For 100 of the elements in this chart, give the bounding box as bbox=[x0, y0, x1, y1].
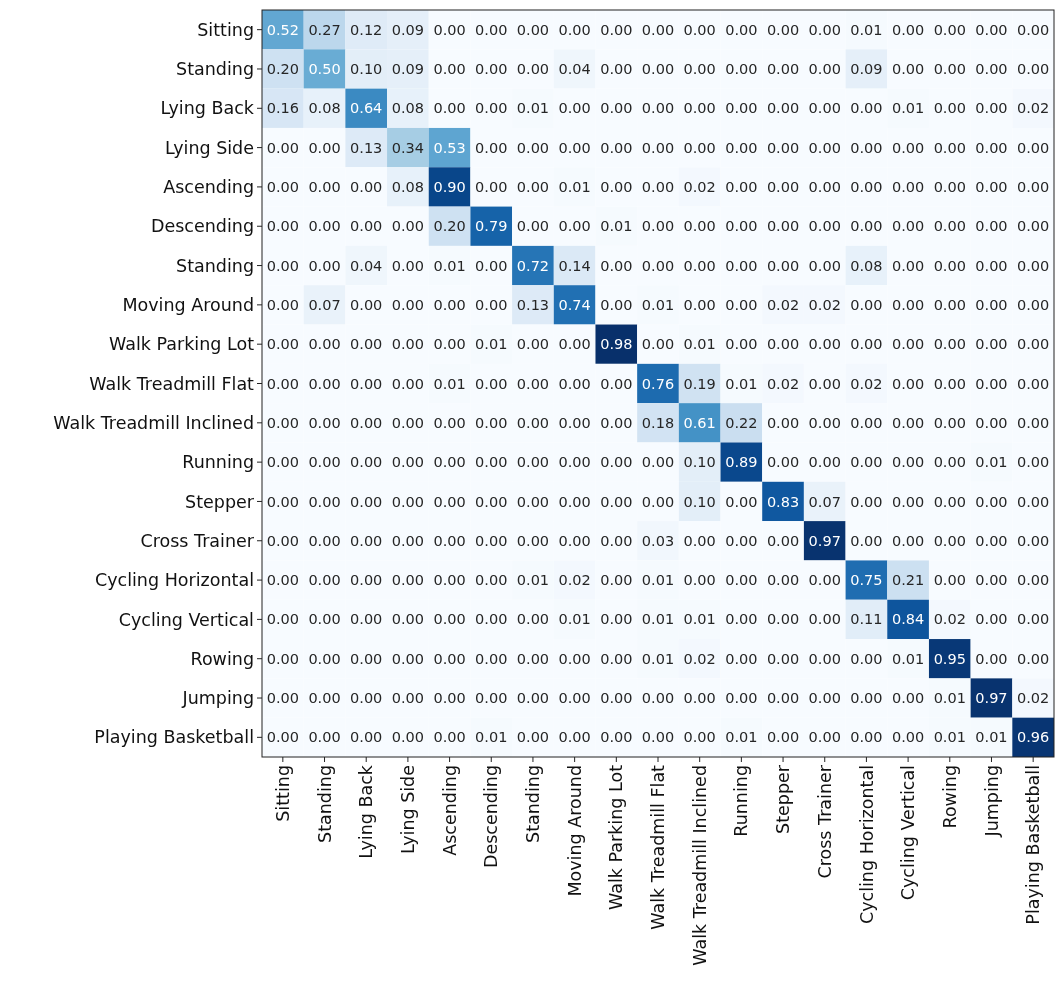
data-label: 0.00 bbox=[1017, 21, 1050, 38]
data-label: 0.01 bbox=[600, 218, 633, 235]
data-label: 0.00 bbox=[516, 21, 550, 38]
data-label: 0.00 bbox=[891, 375, 925, 392]
data-label: 0.00 bbox=[891, 414, 925, 431]
x-tick-label: Ascending bbox=[439, 765, 460, 856]
x-tick-label: Standing bbox=[314, 765, 335, 843]
data-label: 0.61 bbox=[683, 414, 716, 431]
data-label: 0.00 bbox=[350, 572, 383, 589]
data-label: 0.00 bbox=[558, 336, 591, 353]
data-label: 0.02 bbox=[683, 650, 716, 667]
data-label: 0.00 bbox=[641, 493, 675, 510]
data-label: 0.97 bbox=[975, 690, 1008, 707]
data-label: 0.01 bbox=[641, 611, 675, 628]
data-label: 0.00 bbox=[600, 21, 633, 38]
data-label: 0.00 bbox=[725, 611, 758, 628]
data-label: 0.00 bbox=[516, 179, 550, 195]
y-tick-label: Ascending bbox=[163, 177, 254, 198]
data-label: 0.00 bbox=[350, 729, 383, 746]
y-tick-label: Standing bbox=[176, 255, 254, 276]
data-label: 0.02 bbox=[683, 179, 716, 195]
data-label: 0.00 bbox=[558, 690, 591, 707]
data-label: 0.08 bbox=[850, 257, 883, 274]
data-label: 0.00 bbox=[475, 650, 508, 667]
data-label: 0.00 bbox=[308, 650, 341, 667]
data-label: 0.00 bbox=[350, 218, 383, 235]
data-label: 0.01 bbox=[516, 572, 550, 589]
data-label: 0.07 bbox=[308, 296, 341, 313]
data-label: 0.00 bbox=[975, 179, 1008, 195]
data-label: 0.00 bbox=[725, 532, 758, 549]
data-label: 0.00 bbox=[266, 218, 299, 235]
data-label: 0.01 bbox=[641, 572, 675, 589]
data-label: 0.00 bbox=[725, 179, 758, 195]
y-tick-label: Walk Parking Lot bbox=[109, 334, 255, 355]
data-label: 0.00 bbox=[1017, 257, 1050, 274]
data-label: 0.02 bbox=[766, 296, 800, 313]
x-tick-label: Jumping bbox=[981, 765, 1002, 838]
data-label: 0.00 bbox=[558, 21, 591, 38]
y-tick-label: Jumping bbox=[181, 688, 254, 709]
data-label: 0.01 bbox=[433, 375, 466, 392]
data-label: 0.00 bbox=[850, 454, 883, 471]
data-label: 0.00 bbox=[683, 139, 716, 156]
data-label: 0.00 bbox=[975, 532, 1008, 549]
data-label: 0.00 bbox=[266, 650, 299, 667]
data-label: 0.00 bbox=[433, 414, 466, 431]
data-label: 0.00 bbox=[808, 375, 841, 392]
data-label: 0.01 bbox=[975, 454, 1008, 471]
data-label: 0.12 bbox=[350, 21, 383, 38]
data-label: 0.98 bbox=[600, 336, 633, 353]
data-label: 0.00 bbox=[766, 650, 800, 667]
data-label: 0.00 bbox=[1017, 454, 1050, 471]
data-label: 0.00 bbox=[475, 690, 508, 707]
data-label: 0.00 bbox=[516, 375, 550, 392]
y-tick-label: Playing Basketball bbox=[94, 727, 254, 748]
data-label: 0.00 bbox=[766, 257, 800, 274]
data-label: 0.14 bbox=[558, 257, 591, 274]
data-label: 0.00 bbox=[766, 218, 800, 235]
data-label: 0.00 bbox=[433, 454, 466, 471]
data-label: 0.00 bbox=[891, 729, 925, 746]
data-label: 0.00 bbox=[266, 572, 299, 589]
data-label: 0.00 bbox=[766, 21, 800, 38]
data-label: 0.02 bbox=[808, 296, 841, 313]
data-label: 0.09 bbox=[850, 61, 883, 78]
data-label: 0.00 bbox=[1017, 336, 1050, 353]
data-label: 0.75 bbox=[850, 572, 883, 589]
y-tick-label: Lying Side bbox=[165, 137, 254, 158]
data-label: 0.00 bbox=[975, 21, 1008, 38]
data-label: 0.02 bbox=[933, 611, 966, 628]
x-tick-label: Playing Basketball bbox=[1023, 765, 1044, 925]
data-label: 0.00 bbox=[766, 336, 800, 353]
data-label: 0.76 bbox=[641, 375, 675, 392]
data-label: 0.00 bbox=[975, 375, 1008, 392]
data-label: 0.01 bbox=[516, 100, 550, 117]
data-label: 0.00 bbox=[850, 179, 883, 195]
data-label: 0.00 bbox=[766, 729, 800, 746]
data-label: 0.00 bbox=[975, 296, 1008, 313]
data-label: 0.00 bbox=[391, 532, 425, 549]
data-label: 0.00 bbox=[808, 414, 841, 431]
data-label: 0.02 bbox=[1017, 690, 1050, 707]
data-label: 0.10 bbox=[350, 61, 383, 78]
data-label: 0.00 bbox=[933, 532, 966, 549]
data-label: 0.00 bbox=[891, 532, 925, 549]
data-label: 0.00 bbox=[516, 690, 550, 707]
data-label: 0.01 bbox=[850, 21, 883, 38]
data-label: 0.00 bbox=[266, 296, 299, 313]
data-label: 0.00 bbox=[308, 336, 341, 353]
data-label: 0.00 bbox=[433, 690, 466, 707]
data-label: 0.00 bbox=[391, 493, 425, 510]
data-label: 0.00 bbox=[391, 375, 425, 392]
data-label: 0.00 bbox=[641, 336, 675, 353]
x-tick-label: Standing bbox=[523, 765, 544, 843]
data-label: 0.00 bbox=[808, 100, 841, 117]
data-label: 0.00 bbox=[891, 454, 925, 471]
data-label: 0.00 bbox=[683, 572, 716, 589]
data-label: 0.00 bbox=[600, 257, 633, 274]
data-label: 0.00 bbox=[391, 454, 425, 471]
data-label: 0.00 bbox=[350, 336, 383, 353]
data-label: 0.00 bbox=[975, 572, 1008, 589]
data-label: 0.00 bbox=[933, 100, 966, 117]
data-label: 0.00 bbox=[266, 375, 299, 392]
